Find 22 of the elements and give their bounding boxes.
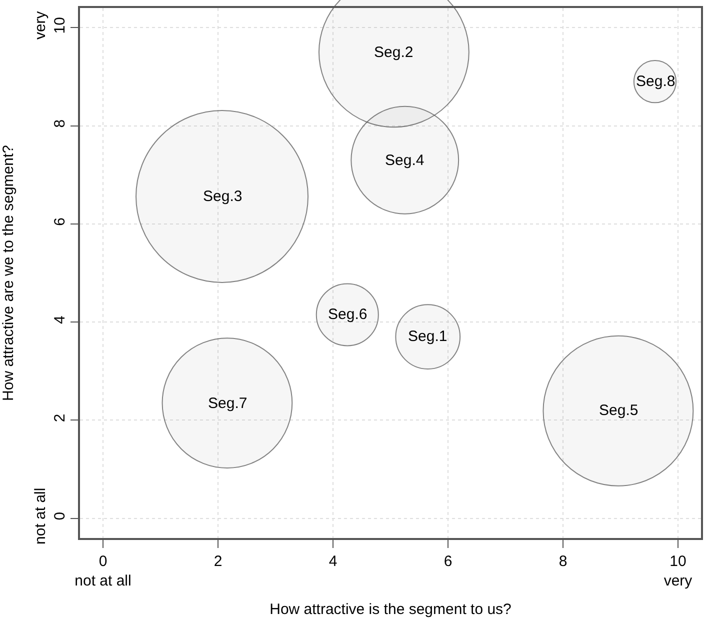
annotation: Seg.1 — [408, 328, 448, 345]
annotation: Seg.4 — [385, 152, 424, 169]
annotation: Seg.5 — [599, 402, 638, 419]
x-tick-label: 4 — [328, 552, 338, 570]
y-tick-label: very 10 — [32, 10, 68, 40]
x-axis-title: How attractive is the segment to us? — [270, 600, 512, 618]
x-tick-label: 6 — [444, 552, 452, 570]
y-tick-label: not at all 0 — [32, 488, 68, 544]
annotation: Seg.6 — [328, 306, 368, 323]
x-tick-label: 0 not at all — [74, 552, 132, 590]
annotation: Seg.7 — [208, 395, 248, 412]
y-tick-label: 6 — [51, 218, 68, 226]
x-tick-label: 8 — [558, 552, 568, 570]
annotation: Seg.8 — [636, 73, 676, 90]
y-tick-label: 2 — [51, 414, 68, 422]
y-tick-label: 4 — [51, 316, 68, 324]
y-tick-label: 8 — [51, 119, 68, 128]
annotation: Seg.3 — [203, 188, 242, 205]
y-axis-title: How attractive are we to the segment? — [0, 145, 17, 401]
annotation: Seg.2 — [374, 44, 414, 61]
x-tick-label: 10 very — [664, 552, 693, 590]
x-tick-label: 2 — [214, 552, 222, 570]
